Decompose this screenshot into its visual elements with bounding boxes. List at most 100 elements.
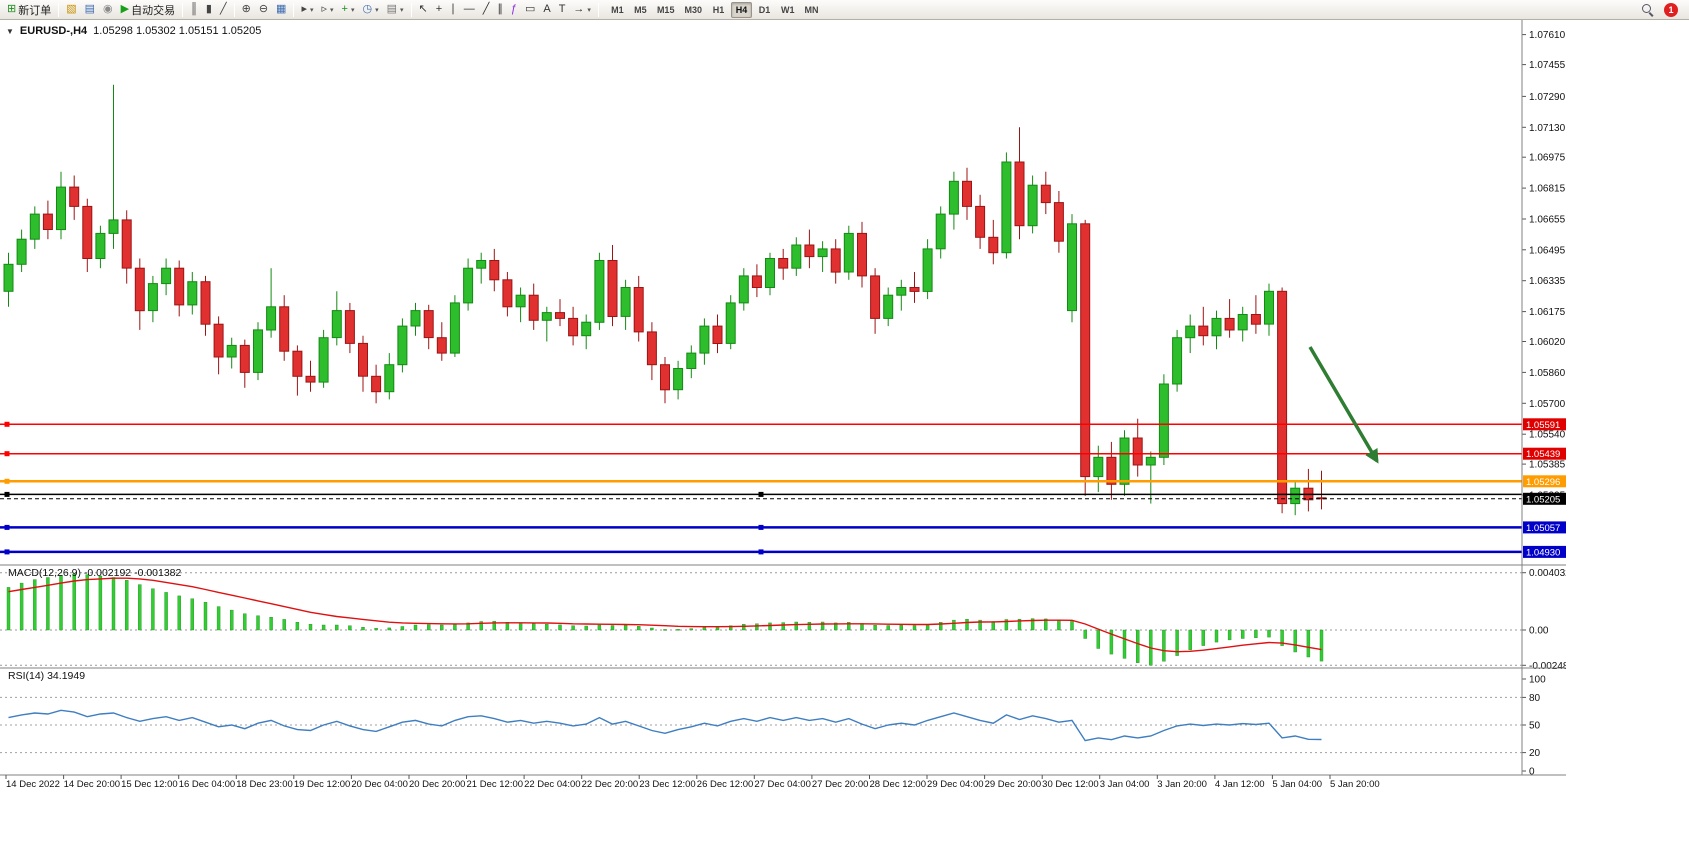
candlestick-icon: ▮ bbox=[205, 3, 212, 15]
zoom-in-button[interactable]: ⊕ bbox=[238, 1, 255, 19]
cursor-button[interactable]: ↖ bbox=[415, 1, 432, 19]
horizontal-lines[interactable] bbox=[0, 421, 1522, 555]
time-label: 5 Jan 04:00 bbox=[1272, 779, 1323, 790]
indicator-panels bbox=[0, 572, 1522, 754]
timeframe-w1-button[interactable]: W1 bbox=[777, 2, 799, 18]
zoom-out-button[interactable]: ⊖ bbox=[255, 1, 272, 19]
timeframe-h4-button[interactable]: H4 bbox=[730, 1, 752, 18]
shapes-icon: ▭ bbox=[524, 3, 536, 15]
vertical-line-button[interactable]: ∣ bbox=[446, 1, 460, 19]
dropdown-arrow-icon: ▾ bbox=[400, 6, 404, 14]
chart-shift-icon: ▹ bbox=[321, 3, 328, 15]
svg-text:1.07130: 1.07130 bbox=[1529, 123, 1566, 134]
price-scale[interactable]: 1.07610 1.07455 1.07290 1.07130 1.06975 1.068… bbox=[1522, 30, 1566, 778]
toolbar-button-groups: ⊞ 新订单 ▧ ▤ ◉ ▶ 自动交易 ║ ▮ ╱ ⊕ ⊖ ▦ ▸ ▾ ▹ ▾ + ▾ ◷ ▾ ▤ ▾ ↖ + ∣ — ╱ ∥ ƒ ▭ A T → ▾ bbox=[3, 0, 602, 19]
text-button[interactable]: A bbox=[539, 1, 554, 19]
auto-scroll-button[interactable]: ▸ ▾ bbox=[297, 1, 317, 19]
chart-ohlc-values: 1.05298 1.05302 1.05151 1.05205 bbox=[93, 25, 262, 37]
timeframe-m5-button[interactable]: M5 bbox=[630, 2, 651, 18]
label-button[interactable]: T bbox=[555, 1, 570, 19]
profiles-button[interactable]: ▤ bbox=[81, 1, 99, 19]
price-tag: 1.04930 bbox=[1523, 545, 1566, 558]
channel-icon: ∥ bbox=[497, 3, 503, 15]
line-chart-icon: ╱ bbox=[219, 3, 227, 15]
search-icon[interactable] bbox=[1641, 3, 1654, 16]
new-order-button[interactable]: ⊞ 新订单 bbox=[3, 1, 55, 19]
dropdown-arrow-icon: ▾ bbox=[309, 6, 314, 14]
news-alert-button[interactable]: ◉ bbox=[99, 1, 117, 19]
crosshair-icon: + bbox=[435, 3, 443, 15]
svg-text:1.06495: 1.06495 bbox=[1529, 245, 1566, 256]
timeframe-m15-button[interactable]: M15 bbox=[653, 2, 679, 18]
fibonacci-button[interactable]: ƒ bbox=[507, 1, 521, 19]
dropdown-arrow-icon: ▾ bbox=[350, 6, 355, 14]
autotrade-play-icon: ▶ bbox=[120, 3, 130, 15]
time-label: 22 Dec 20:00 bbox=[581, 779, 639, 790]
dropdown-arrow-icon: ▾ bbox=[587, 6, 591, 14]
svg-text:1.05296: 1.05296 bbox=[1526, 477, 1560, 488]
trendline-button[interactable]: ╱ bbox=[479, 1, 494, 19]
time-label: 28 Dec 12:00 bbox=[869, 779, 926, 790]
svg-text:50: 50 bbox=[1529, 721, 1541, 732]
time-label: 21 Dec 12:00 bbox=[466, 779, 524, 790]
svg-text:1.06975: 1.06975 bbox=[1529, 153, 1566, 164]
arrow-object-icon: → bbox=[573, 3, 585, 15]
profiles-icon: ▤ bbox=[84, 3, 96, 15]
time-axis[interactable]: 14 Dec 2022 14 Dec 20:00 15 Dec 12:00 16 De… bbox=[0, 777, 1566, 795]
horizontal-line-button[interactable]: — bbox=[460, 1, 479, 19]
timeframe-m30-button[interactable]: M30 bbox=[680, 2, 706, 18]
time-label: 26 Dec 12:00 bbox=[696, 779, 754, 790]
channel-button[interactable]: ∥ bbox=[493, 1, 507, 19]
svg-text:1.06815: 1.06815 bbox=[1529, 184, 1566, 195]
bar-chart-mode-button[interactable]: ║ bbox=[186, 1, 202, 19]
time-label: 3 Jan 04:00 bbox=[1099, 779, 1150, 790]
svg-text:1.06655: 1.06655 bbox=[1529, 215, 1566, 226]
dropdown-arrow-icon: ▾ bbox=[375, 6, 379, 14]
autotrade-button-label: 自动交易 bbox=[131, 4, 176, 17]
chart-canvas[interactable]: 1.07610 1.07455 1.07290 1.07130 1.06975 1.068… bbox=[0, 0, 1566, 796]
new-chart-plus-button[interactable]: + ▾ bbox=[338, 1, 359, 19]
svg-text:1.05540: 1.05540 bbox=[1529, 430, 1566, 441]
price-tag: 1.05439 bbox=[1523, 447, 1566, 460]
time-label: 30 Dec 12:00 bbox=[1042, 779, 1099, 790]
bar-chart-icon: ║ bbox=[190, 3, 198, 15]
price-tag: 1.05296 bbox=[1523, 475, 1566, 488]
crosshair-button[interactable]: + bbox=[432, 1, 446, 19]
zoom-out-icon: ⊖ bbox=[258, 3, 269, 15]
label-icon: T bbox=[558, 3, 566, 15]
time-label: 29 Dec 20:00 bbox=[984, 779, 1042, 790]
timeframe-m1-button[interactable]: M1 bbox=[607, 2, 628, 18]
svg-text:1.04930: 1.04930 bbox=[1526, 547, 1560, 558]
svg-text:1.06020: 1.06020 bbox=[1529, 337, 1566, 348]
time-label: 19 Dec 12:00 bbox=[293, 779, 351, 790]
timeframe-h1-button[interactable]: H1 bbox=[708, 2, 729, 18]
collapse-arrow-icon[interactable]: ▼ bbox=[6, 27, 14, 36]
line-chart-mode-button[interactable]: ╱ bbox=[216, 1, 231, 19]
tile-windows-icon: ▦ bbox=[276, 3, 287, 15]
time-label: 20 Dec 04:00 bbox=[351, 779, 408, 790]
arrows-tool-button[interactable]: → ▾ bbox=[569, 1, 595, 19]
svg-text:0.004032: 0.004032 bbox=[1529, 568, 1566, 579]
autotrade-button[interactable]: ▶ 自动交易 bbox=[117, 1, 179, 19]
svg-text:0.00: 0.00 bbox=[1529, 626, 1549, 637]
periods-button[interactable]: ◷ ▾ bbox=[358, 1, 382, 19]
timeframe-mn-button[interactable]: MN bbox=[800, 2, 822, 18]
toolbar-separator bbox=[58, 2, 60, 17]
templates-button[interactable]: ▤ ▾ bbox=[383, 1, 408, 19]
time-label: 29 Dec 04:00 bbox=[927, 779, 984, 790]
svg-text:0: 0 bbox=[1529, 767, 1535, 778]
time-label: 14 Dec 2022 bbox=[6, 779, 60, 790]
tile-windows-button[interactable]: ▦ bbox=[272, 1, 290, 19]
chart-window-button[interactable]: ▧ bbox=[62, 1, 80, 19]
time-label: 23 Dec 12:00 bbox=[639, 779, 696, 790]
chart-shift-button[interactable]: ▹ ▾ bbox=[317, 1, 337, 19]
price-tag: 1.05591 bbox=[1523, 418, 1566, 431]
zoom-in-icon: ⊕ bbox=[241, 3, 251, 15]
candlestick-mode-button[interactable]: ▮ bbox=[202, 1, 216, 19]
svg-text:80: 80 bbox=[1529, 693, 1541, 704]
timeframe-d1-button[interactable]: D1 bbox=[754, 2, 775, 18]
notification-badge[interactable]: 1 bbox=[1664, 2, 1678, 17]
shapes-button[interactable]: ▭ bbox=[521, 1, 539, 19]
trend-arrow[interactable] bbox=[1308, 346, 1379, 464]
